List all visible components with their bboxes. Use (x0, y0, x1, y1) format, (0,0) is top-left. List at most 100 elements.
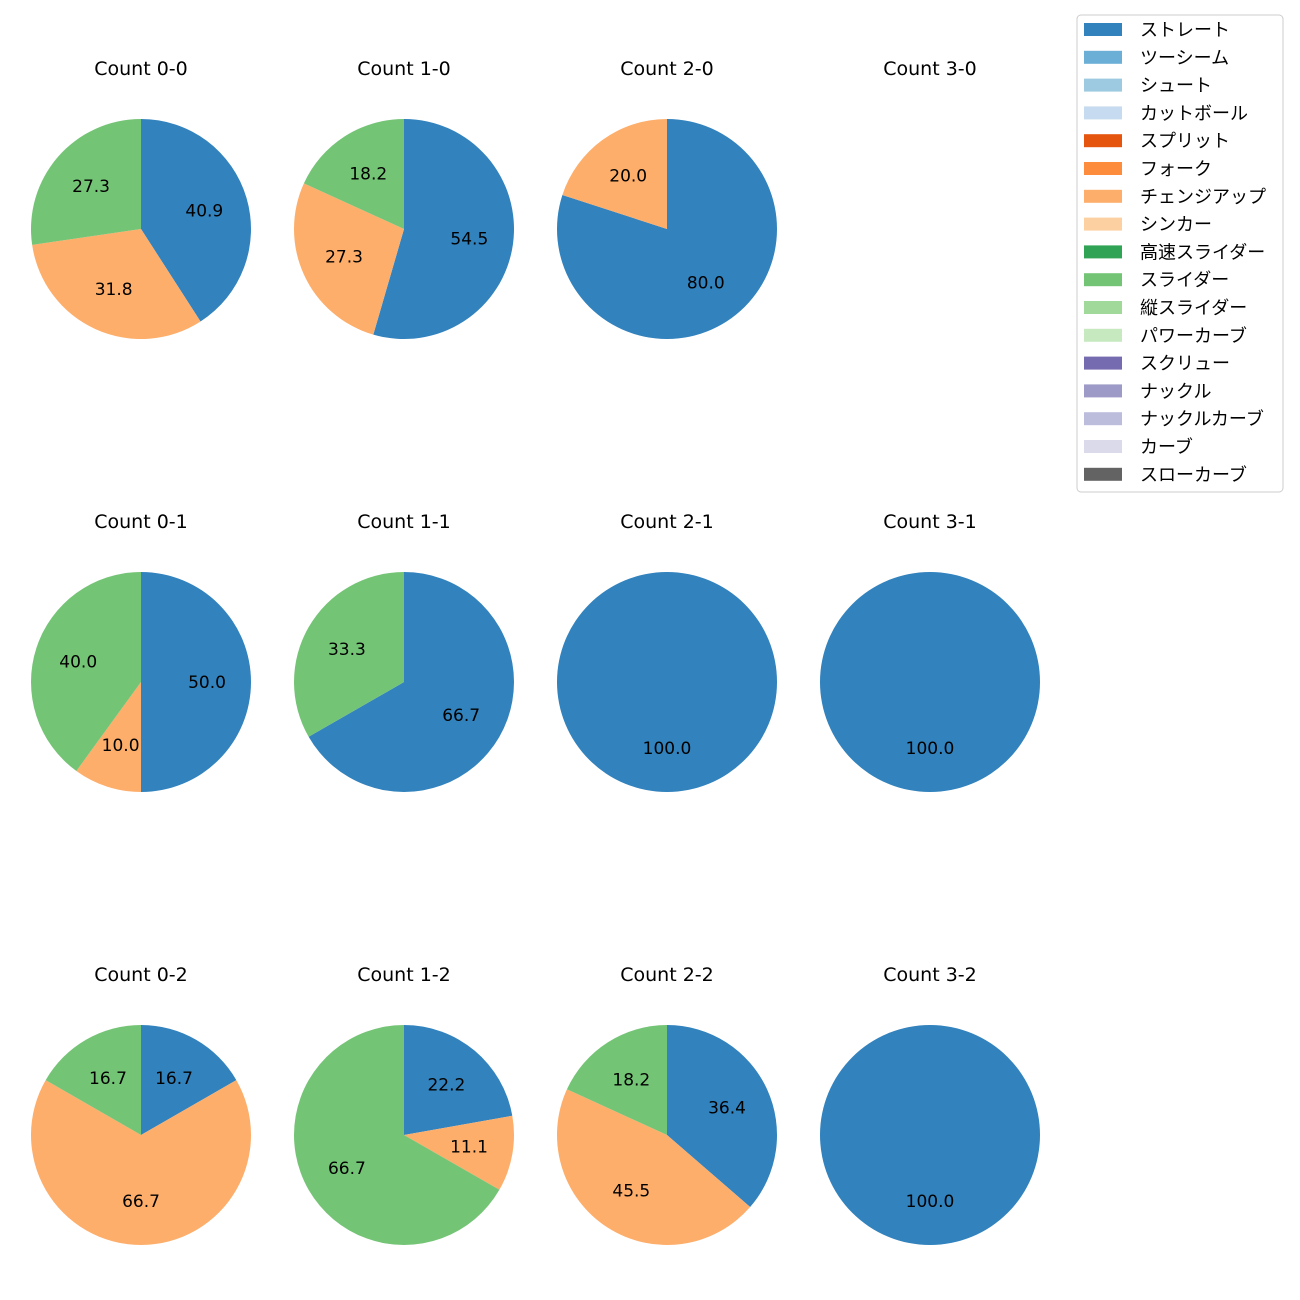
legend-label: 縦スライダー (1140, 298, 1247, 319)
pie-slice (404, 1115, 514, 1190)
legend-label: スプリット (1140, 131, 1230, 152)
legend-label: スライダー (1140, 270, 1229, 291)
pie-slice (293, 183, 404, 335)
legend-swatch (1084, 412, 1122, 426)
legend-label: カットボール (1140, 103, 1248, 124)
pie-slice (45, 1025, 141, 1135)
slice-label: 54.5 (450, 229, 488, 249)
legend-item: スクリュー (1084, 354, 1230, 375)
pie-count-2-0: Count 2-0 80.0 20.0 (556, 58, 777, 339)
slice-label: 16.7 (89, 1069, 127, 1089)
pie-count-2-2: Count 2-2 36.4 45.5 18.2 (556, 964, 777, 1245)
slice-label: 40.0 (59, 653, 97, 673)
slice-label: 18.2 (349, 164, 387, 184)
legend-label: シュート (1140, 76, 1212, 97)
pie-count-1-1: Count 1-1 66.7 33.3 (293, 511, 514, 792)
pie-title: Count 1-0 (357, 58, 451, 80)
pie-slice (30, 572, 141, 771)
pie-count-2-1: Count 2-1 100.0 (557, 511, 777, 792)
legend-swatch (1084, 467, 1122, 481)
legend-item: パワーカーブ (1084, 325, 1247, 347)
legend: ストレートツーシームシュートカットボールスプリットフォークチェンジアップシンカー… (1076, 14, 1284, 493)
pie-slice (32, 229, 201, 339)
legend-label: チェンジアップ (1140, 187, 1266, 208)
legend-label: ナックル (1140, 381, 1211, 402)
pie-slice (562, 119, 667, 229)
legend-item: ナックルカーブ (1084, 408, 1264, 430)
legend-swatch (1084, 301, 1122, 314)
legend-swatch (1084, 23, 1122, 36)
pie-title: Count 2-2 (620, 964, 714, 986)
slice-label: 18.2 (612, 1070, 650, 1090)
legend-swatch (1084, 106, 1122, 120)
slice-label: 27.3 (72, 177, 110, 197)
pie-slice (76, 682, 141, 792)
pie-slice (820, 1025, 1040, 1245)
pie-slice (141, 119, 251, 322)
slice-label: 100.0 (643, 739, 692, 759)
pie-count-0-2: Count 0-2 16.7 66.7 16.7 (30, 964, 251, 1245)
legend-item: スプリット (1084, 131, 1230, 152)
slice-label: 33.3 (328, 640, 366, 660)
slice-label: 36.4 (708, 1099, 746, 1119)
pie-count-3-2: Count 3-2 100.0 (820, 964, 1040, 1245)
legend-label: ツーシーム (1140, 48, 1229, 69)
slice-label: 80.0 (687, 273, 725, 293)
legend-label: 高速スライダー (1140, 242, 1265, 263)
pie-title: Count 0-0 (94, 58, 188, 80)
legend-item: カーブ (1084, 436, 1193, 458)
pie-count-3-0: Count 3-0 (883, 58, 977, 80)
legend-swatch (1084, 78, 1122, 92)
legend-item: ストレート (1084, 20, 1230, 41)
slice-label: 20.0 (609, 167, 647, 187)
legend-label: ストレート (1140, 20, 1230, 41)
legend-item: 縦スライダー (1084, 298, 1247, 319)
pie-title: Count 3-0 (883, 58, 977, 80)
pie-slice (566, 1025, 667, 1135)
slice-label: 10.0 (102, 736, 140, 756)
legend-swatch (1084, 384, 1122, 398)
pie-count-1-0: Count 1-0 54.5 27.3 18.2 (293, 58, 515, 339)
slice-label: 31.8 (95, 280, 133, 300)
legend-item: フォーク (1084, 159, 1212, 180)
slice-label: 66.7 (328, 1159, 366, 1179)
pie-slice (557, 572, 777, 792)
legend-label: ナックルカーブ (1140, 408, 1264, 430)
pie-count-3-1: Count 3-1 100.0 (820, 511, 1040, 792)
legend-swatch (1084, 162, 1122, 175)
legend-swatch (1084, 440, 1122, 453)
legend-swatch (1084, 189, 1122, 203)
pie-count-1-2: Count 1-2 22.2 11.1 66.7 (293, 964, 514, 1245)
pie-slice (303, 119, 404, 229)
legend-item: カットボール (1084, 103, 1248, 124)
legend-swatch (1084, 50, 1122, 64)
legend-item: シンカー (1084, 215, 1212, 236)
pie-title: Count 0-2 (94, 964, 188, 986)
slice-label: 66.7 (442, 706, 480, 726)
slice-label: 66.7 (122, 1192, 160, 1212)
legend-swatch (1084, 328, 1122, 342)
legend-swatch (1084, 134, 1122, 148)
pie-slice (373, 119, 515, 339)
pie-slice (30, 1080, 251, 1245)
pie-slice (820, 572, 1040, 792)
slice-label: 22.2 (427, 1075, 465, 1095)
slice-label: 11.1 (450, 1137, 488, 1157)
legend-item: チェンジアップ (1084, 187, 1266, 208)
pie-title: Count 1-2 (357, 964, 451, 986)
slice-label: 50.0 (188, 673, 226, 693)
slice-label: 27.3 (325, 248, 363, 268)
pie-slice (667, 1025, 777, 1208)
pie-slice (293, 572, 404, 737)
pie-title: Count 3-1 (883, 511, 977, 533)
legend-swatch (1084, 356, 1122, 370)
legend-label: スクリュー (1140, 354, 1230, 375)
slice-label: 40.9 (185, 201, 223, 221)
pie-title: Count 2-0 (620, 58, 714, 80)
pie-slice (556, 1089, 751, 1245)
legend-label: カーブ (1140, 436, 1193, 458)
legend-label: シンカー (1140, 215, 1212, 236)
pie-slice (308, 572, 514, 792)
legend-item: ツーシーム (1084, 48, 1229, 69)
